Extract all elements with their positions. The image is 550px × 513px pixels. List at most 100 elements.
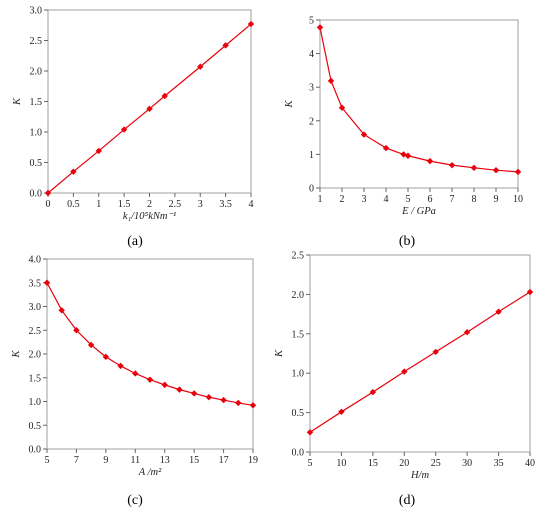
data-point: [102, 353, 110, 361]
y-tick-label: 4: [309, 49, 314, 60]
x-tick-label: 2.5: [169, 199, 182, 210]
x-tick-label: 3: [362, 194, 367, 205]
plot-frame: [319, 19, 519, 189]
x-tick-label: 7: [74, 455, 79, 466]
plot-frame: [46, 258, 254, 450]
data-point: [463, 329, 471, 336]
y-tick-label: 0.0: [30, 189, 43, 200]
x-tick-label: 3: [198, 199, 203, 210]
data-point: [382, 144, 390, 152]
y-tick-label: 1.0: [29, 397, 42, 408]
data-point: [44, 189, 52, 197]
x-axis-title: A /m²: [138, 467, 162, 478]
x-tick-label: 35: [494, 458, 504, 469]
x-tick-label: 20: [399, 458, 409, 469]
y-tick-label: 0.0: [29, 445, 42, 456]
data-point: [161, 381, 168, 389]
x-tick-label: 10: [336, 458, 346, 469]
y-axis-title: K: [12, 97, 23, 106]
x-axis-title: H/m: [410, 470, 430, 481]
y-tick-label: 1.5: [292, 329, 305, 340]
data-point: [146, 105, 153, 113]
y-tick-label: 2.0: [30, 67, 43, 78]
data-point: [401, 368, 408, 375]
panel-label: (c): [127, 493, 143, 508]
data-point: [448, 161, 456, 169]
y-tick-label: 1.5: [29, 373, 42, 384]
chart-panel-c: 5 7 9 11 13 15 17 19 0.0 0.5 1.0 1.5 2.0 2.5 3.0 3.5 4.0…: [11, 255, 258, 509]
x-tick-label: 5: [45, 455, 50, 466]
x-tick-label: 11: [130, 455, 140, 466]
data-point: [247, 20, 255, 28]
data-point: [176, 386, 183, 393]
data-point: [117, 362, 124, 370]
x-tick-label: 25: [431, 458, 441, 469]
data-point: [338, 104, 346, 111]
data-point: [87, 341, 95, 349]
y-axis-title: K: [274, 349, 285, 358]
x-tick-label: 4: [249, 199, 254, 210]
data-point: [432, 348, 439, 356]
data-point: [338, 408, 345, 416]
y-axis-title: K: [11, 350, 22, 359]
chart-panel-d: 5 10 15 20 25 30 35 40 0.0 0.5 1.0 1.5 2.0 2.5 H/m K (d): [274, 251, 535, 509]
x-tick-label: 8: [472, 194, 477, 205]
y-tick-label: 2.0: [29, 350, 42, 361]
data-point: [526, 288, 534, 296]
y-tick-label: 3: [309, 83, 314, 94]
data-point: [492, 166, 500, 174]
x-tick-label: 1.5: [118, 199, 131, 210]
data-point: [205, 394, 213, 401]
plot-frame: [309, 254, 531, 453]
y-tick-label: 2.0: [292, 290, 305, 301]
y-tick-label: 1.0: [30, 128, 43, 139]
y-axis-title: K: [284, 100, 295, 109]
x-tick-label: 4: [384, 194, 389, 205]
chart-panel-a: 0 0.5 1 1.5 2 2.5 3 3.5 4 0.0 0.5 1.0 1.5 2.0 2.5 3.0 k₁…: [12, 6, 255, 249]
y-tick-label: 0.5: [29, 421, 42, 432]
data-point: [470, 164, 478, 172]
panel-label: (a): [127, 234, 143, 249]
data-point: [58, 307, 65, 314]
plot-frame: [47, 9, 252, 194]
data-point: [316, 24, 324, 31]
x-tick-label: 15: [189, 455, 199, 466]
series-line: [309, 291, 531, 433]
panel-label: (b): [399, 234, 416, 249]
x-tick-label: 5: [308, 458, 313, 469]
data-point: [190, 390, 198, 397]
y-tick-label: 1.5: [30, 97, 43, 108]
panel-label: (d): [399, 493, 416, 508]
data-point: [306, 429, 314, 436]
x-tick-label: 3.5: [219, 199, 232, 210]
x-tick-label: 2: [147, 199, 152, 210]
y-tick-label: 0.0: [292, 448, 305, 459]
x-tick-label: 17: [219, 455, 229, 466]
x-tick-label: 0.5: [67, 199, 80, 210]
y-tick-label: 0: [309, 184, 314, 195]
x-tick-label: 5: [406, 194, 411, 205]
y-tick-label: 2.5: [292, 251, 305, 262]
x-tick-label: 40: [525, 458, 535, 469]
y-tick-label: 4.0: [29, 255, 42, 266]
data-point: [146, 376, 154, 383]
data-point: [73, 327, 80, 334]
x-tick-label: 15: [368, 458, 378, 469]
x-axis-title: E / GPa: [401, 206, 436, 217]
x-tick-label: 0: [46, 199, 51, 210]
data-point: [132, 370, 139, 377]
data-point: [222, 42, 229, 49]
y-tick-label: 5: [309, 16, 314, 27]
series-line: [46, 282, 254, 406]
x-tick-label: 9: [103, 455, 108, 466]
data-point: [426, 157, 434, 165]
y-tick-label: 2: [309, 116, 314, 127]
x-tick-label: 30: [462, 458, 472, 469]
data-point: [235, 399, 242, 407]
x-tick-label: 10: [513, 194, 523, 205]
x-tick-label: 19: [248, 455, 258, 466]
data-point: [369, 388, 377, 396]
data-point: [161, 92, 168, 100]
